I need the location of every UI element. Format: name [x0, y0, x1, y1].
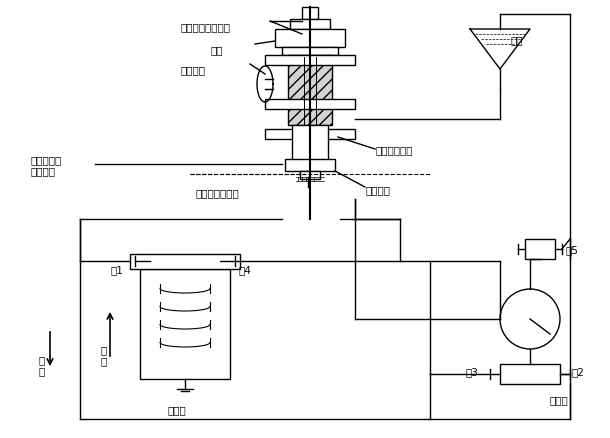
Text: 阀1: 阀1 [110, 265, 123, 274]
Text: 阀3: 阀3 [465, 366, 478, 376]
Text: 承重杆、滚花螺母: 承重杆、滚花螺母 [180, 22, 230, 32]
Bar [282, 48, 338, 56]
Bar [292, 126, 328, 166]
Text: 微调器: 微调器 [167, 404, 186, 414]
Bar [525, 240, 555, 259]
Text: 阀2: 阀2 [572, 366, 585, 376]
Text: 加
压: 加 压 [100, 344, 106, 366]
Text: 阀5: 阀5 [565, 244, 578, 254]
Bar [285, 159, 335, 172]
Bar [265, 130, 355, 140]
Text: 锁紧手柄: 锁紧手柄 [180, 65, 205, 75]
Text: 滚花螺母: 滚花螺母 [365, 184, 390, 194]
Bar [302, 8, 318, 20]
Text: 工作位置指示线: 工作位置指示线 [195, 187, 239, 198]
Text: 抽
空: 抽 空 [38, 354, 45, 376]
Text: 油杯: 油杯 [510, 35, 523, 45]
Bar [265, 100, 355, 110]
Text: 通大气: 通大气 [550, 394, 569, 404]
Bar [265, 56, 355, 66]
Text: 测量负压时
飞轮位置: 测量负压时 飞轮位置 [30, 155, 61, 176]
Bar [130, 254, 240, 269]
Bar [288, 56, 332, 126]
Text: 飞轮: 飞轮 [210, 45, 223, 55]
Bar [275, 30, 345, 48]
Bar [140, 269, 230, 379]
Bar [300, 172, 320, 180]
Bar [500, 364, 560, 384]
Text: 活塞、活塞筒: 活塞、活塞筒 [375, 145, 412, 155]
Bar [290, 20, 330, 30]
Text: 阀4: 阀4 [238, 265, 251, 274]
